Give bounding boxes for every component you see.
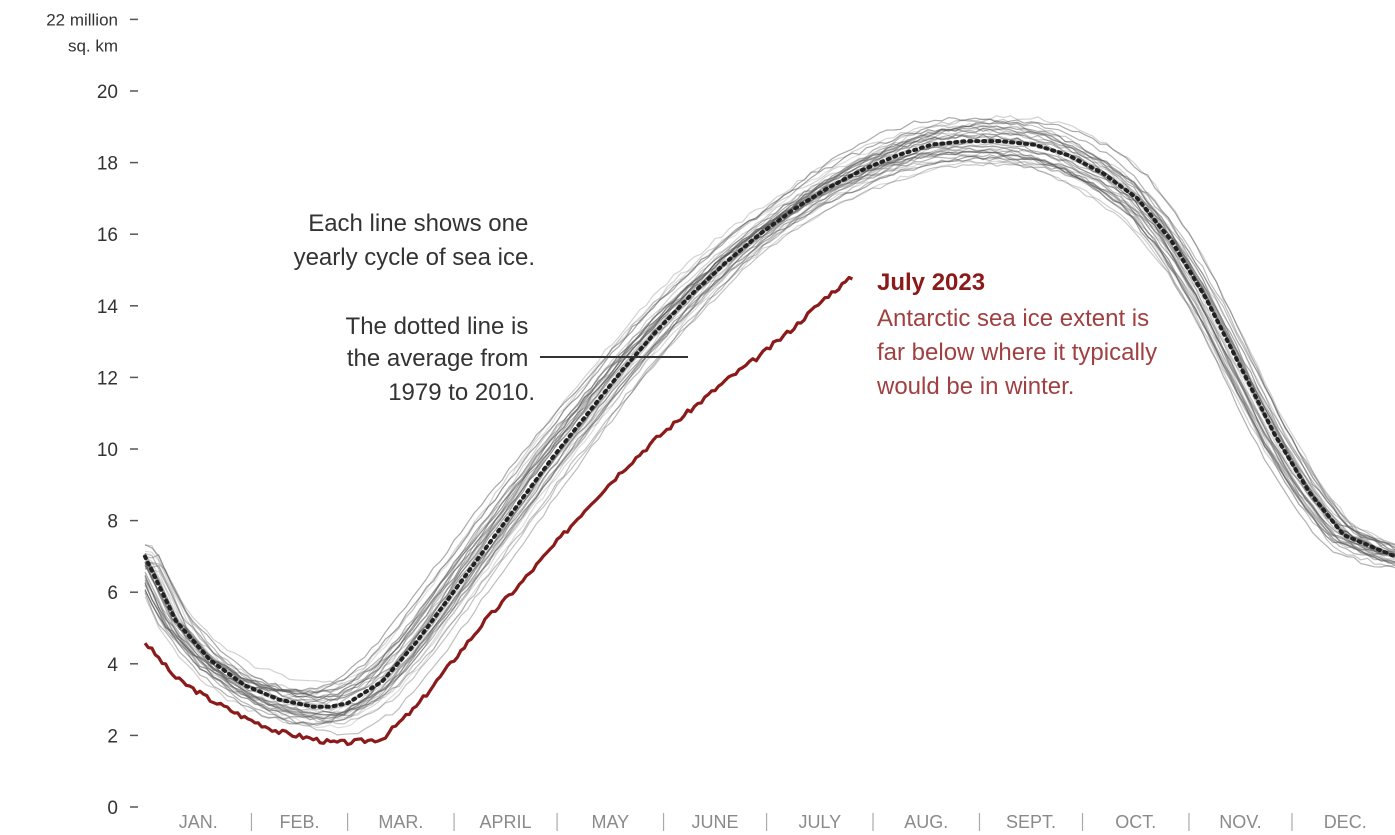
historical-year-line [144,147,1395,717]
each-line-annotation: Each line shows one yearly cycle of sea … [294,210,535,271]
historical-year-line [144,139,1395,711]
historical-year-line [144,155,1395,716]
x-month-label: FEB. [280,812,320,832]
july-2023-annotation-title: July 2023 [877,269,985,296]
y-tick-label: 6 [107,583,118,604]
y-tick-label: 12 [97,368,118,389]
historical-year-line [144,127,1395,699]
historical-year-line [144,131,1395,701]
x-month-label: OCT. [1115,812,1156,832]
historical-year-line [144,123,1395,696]
y-tick-label: 4 [107,655,118,676]
x-month-label: APRIL [480,812,532,832]
dotted-line-annotation-line-1: The dotted line is [346,313,529,340]
x-month-label: MAR. [378,812,423,832]
historical-year-line [144,151,1395,721]
dotted-line-annotation: The dotted line is the average from 1979… [346,313,535,406]
historical-year-line [144,123,1395,693]
y-tick-label: 16 [97,225,118,246]
historical-year-line [144,127,1395,694]
july-2023-annotation-line-2: far below where it typically [877,339,1157,366]
x-month-label: SEPT. [1006,812,1056,832]
y-tick-label: 18 [97,154,118,175]
series-layer [143,139,1395,747]
x-month-label: JAN. [179,812,218,832]
july-2023-line [143,275,854,747]
y-axis-unit-label: sq. km [68,36,118,55]
historical-year-line [144,125,1395,696]
historical-year-line [144,139,1395,719]
historical-year-line [144,119,1395,699]
x-month-label: NOV. [1219,812,1261,832]
x-month-label: DEC. [1324,812,1367,832]
x-month-label: JULY [798,812,841,832]
y-tick-label: 20 [97,82,118,103]
july-2023-annotation-line-3: would be in winter. [876,373,1074,400]
y-axis-unit-label: 22 million [46,10,118,29]
historical-year-line [144,121,1395,695]
historical-year-line [144,134,1395,704]
y-tick-label: 0 [107,798,118,819]
y-tick-label: 8 [107,512,118,533]
y-tick-label: 2 [107,726,118,747]
historical-year-line [144,150,1395,720]
historical-year-line [144,118,1395,699]
historical-year-line [144,143,1395,722]
x-month-label: JUNE [692,812,739,832]
each-line-annotation-line-2: yearly cycle of sea ice. [294,244,535,271]
july-2023-annotation-line-1: Antarctic sea ice extent is [877,305,1149,332]
historical-year-line [144,138,1395,707]
dotted-line-annotation-line-2: the average from [347,345,528,372]
historical-year-line [144,134,1395,702]
historical-year-lines [144,115,1395,736]
y-tick-label: 14 [97,297,119,318]
historical-year-line [144,116,1395,693]
dotted-line-annotation-line-3: 1979 to 2010. [388,379,535,406]
y-axis: 0 2 4 6 8 10 12 14 16 18 20 22 million sq. km [46,10,138,819]
x-month-label: AUG. [904,812,948,832]
each-line-annotation-line-1: Each line shows one [308,210,528,237]
historical-year-line [144,115,1395,686]
x-month-label: MAY [591,812,629,832]
historical-year-line [144,158,1395,719]
historical-year-line [144,150,1395,727]
y-tick-label: 10 [97,440,118,461]
july-2023-annotation-body: Antarctic sea ice extent is far below wh… [876,305,1164,400]
average-dotted-line [143,139,1395,709]
x-axis-months: JAN. FEB. MAR. APRIL MAY JUNE JULY AUG. SEPT. OCT… [179,812,1367,832]
